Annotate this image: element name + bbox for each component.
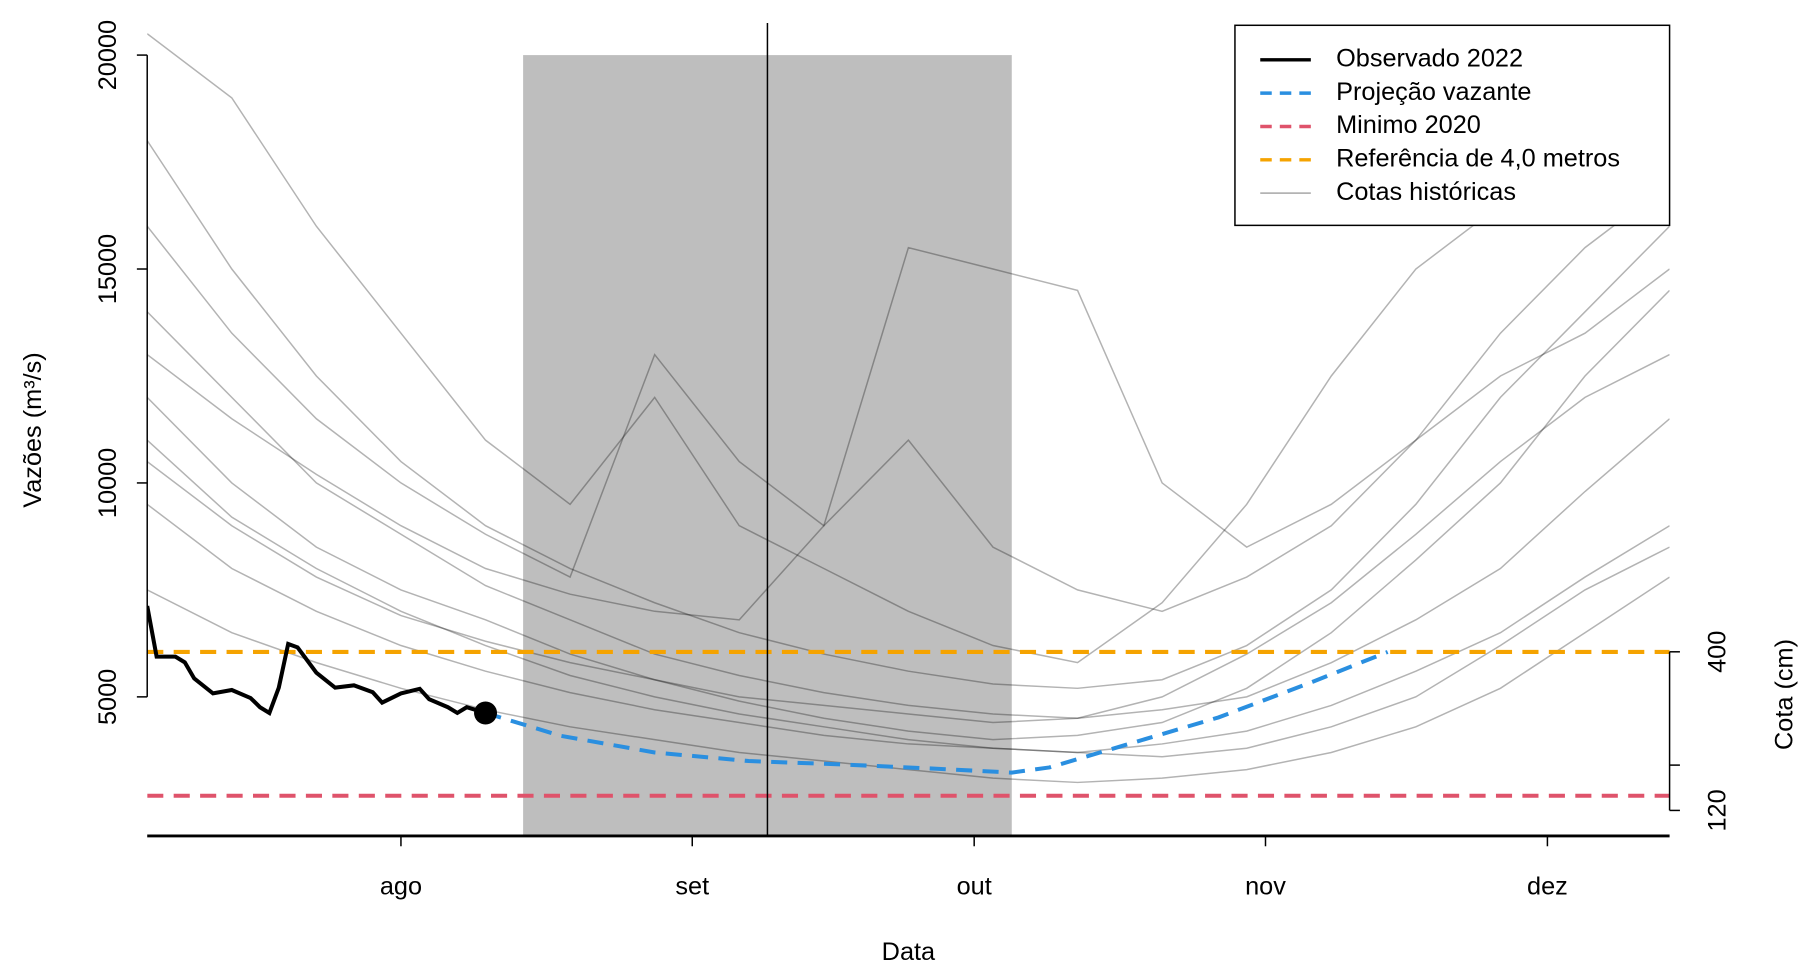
historical-line xyxy=(147,353,1670,724)
x-tick-label: ago xyxy=(380,872,422,900)
y2-tick-label: 120 xyxy=(1704,789,1732,831)
historical-line xyxy=(147,311,1670,720)
historical-line xyxy=(147,576,1670,784)
y-tick-label: 15000 xyxy=(94,234,122,304)
x-tick-label: nov xyxy=(1245,872,1286,900)
legend-label: Minimo 2020 xyxy=(1336,111,1481,139)
x-tick-label: dez xyxy=(1527,872,1568,900)
historical-line xyxy=(147,33,1670,664)
legend-label: Observado 2022 xyxy=(1336,44,1523,72)
y-axis-title: Vazões (m³/s) xyxy=(19,352,47,507)
legend-label: Cotas históricas xyxy=(1336,178,1516,206)
axes: ago set out nov dez 5000 10000 15000 20000 120 400 xyxy=(94,20,1732,900)
y-tick-label: 10000 xyxy=(94,448,122,518)
historical-line xyxy=(147,289,1670,741)
y-tick-label: 5000 xyxy=(94,669,122,725)
historical-line xyxy=(147,503,1670,754)
historical-line xyxy=(147,246,1670,621)
historical-line xyxy=(147,439,1670,758)
end-point xyxy=(474,701,498,725)
series-line xyxy=(147,605,487,716)
plot-area xyxy=(147,22,1670,836)
historical-line xyxy=(147,140,1670,690)
y-tick-label: 20000 xyxy=(94,20,122,90)
legend: Observado 2022 Projeção vazante Minimo 202… xyxy=(1234,24,1671,227)
x-tick-label: set xyxy=(675,872,709,900)
x-tick-label: out xyxy=(957,872,992,900)
y2-tick-label: 400 xyxy=(1704,631,1732,673)
legend-label: Referência de 4,0 metros xyxy=(1336,145,1620,173)
x-axis-title: Data xyxy=(882,938,936,966)
y2-axis-title: Cota (cm) xyxy=(1770,639,1798,750)
legend-label: Projeção vazante xyxy=(1336,78,1531,106)
